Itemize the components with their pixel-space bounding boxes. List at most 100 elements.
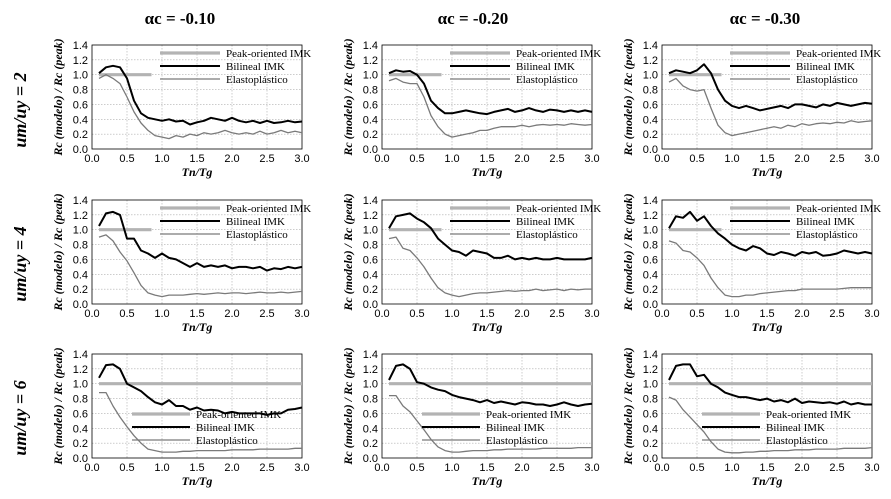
series-line-bilineal <box>668 363 872 406</box>
x-tick-label: 0.5 <box>689 308 704 320</box>
y-tick-label: 0.6 <box>643 254 658 266</box>
x-axis-label: Tn/Tg <box>182 474 213 488</box>
row-label-2: um/uy = 4 <box>10 226 30 301</box>
legend-label-elastoplastico: Elastoplástico <box>226 74 288 86</box>
series-line-bilineal <box>98 210 303 272</box>
x-tick-label: 1.0 <box>154 153 169 165</box>
x-tick-label: 1.5 <box>189 308 204 320</box>
panel-r3c1: 0.0 0.2 0.4 0.6 0.8 1.0 1.2 1.4 0.0 0.5 1.0 1.5 2.0 2… <box>51 347 310 488</box>
plot-frame <box>91 353 303 459</box>
y-tick-label: 0.0 <box>363 144 378 156</box>
x-tick-label: 0.0 <box>374 308 389 320</box>
y-tick-label: 0.6 <box>363 254 378 266</box>
x-tick-label: 2.5 <box>259 462 274 474</box>
x-tick-label: 1.5 <box>759 462 774 474</box>
legend-label-elastoplastico: Elastoplástico <box>226 229 288 241</box>
x-tick-label: 2.0 <box>514 153 529 165</box>
y-tick-label: 0.6 <box>363 408 378 420</box>
series-line-elastoplastico <box>389 394 592 453</box>
y-tick-label: 1.2 <box>73 364 88 376</box>
x-tick-label: 3.0 <box>584 462 599 474</box>
x-tick-label: 2.0 <box>794 153 809 165</box>
x-tick-label: 2.0 <box>514 308 529 320</box>
x-tick-label: 1.5 <box>479 153 494 165</box>
y-axis-label: Rc (modelo) / Rc (peak) <box>621 193 635 311</box>
y-tick-label: 1.0 <box>643 225 658 237</box>
y-tick-label: 1.4 <box>643 195 658 207</box>
y-tick-label: 0.0 <box>363 299 378 311</box>
y-tick-label: 0.6 <box>73 254 88 266</box>
y-tick-label: 0.6 <box>73 408 88 420</box>
plot-frame <box>381 199 593 305</box>
series-line-bilineal <box>668 63 873 112</box>
x-tick-label: 0.0 <box>84 153 99 165</box>
y-tick-label: 0.2 <box>363 129 378 141</box>
y-axis-label: Rc (modelo) / Rc (peak) <box>341 347 355 465</box>
y-axis-label: Rc (modelo) / Rc (peak) <box>621 347 635 465</box>
y-tick-label: 0.8 <box>643 240 658 252</box>
y-axis-label: Rc (modelo) / Rc (peak) <box>341 38 355 156</box>
y-tick-label: 0.8 <box>363 85 378 97</box>
y-tick-label: 0.8 <box>73 394 88 406</box>
y-tick-label: 1.0 <box>643 379 658 391</box>
x-tick-label: 2.0 <box>794 462 809 474</box>
x-tick-label: 1.0 <box>724 308 739 320</box>
y-tick-label: 0.8 <box>643 85 658 97</box>
y-tick-label: 0.4 <box>73 114 88 126</box>
y-tick-label: 1.2 <box>363 364 378 376</box>
y-tick-label: 1.4 <box>73 40 88 52</box>
x-tick-label: 0.0 <box>654 462 669 474</box>
x-tick-label: 2.5 <box>829 153 844 165</box>
legend-label-bilineal: Bilineal IMK <box>516 216 575 228</box>
y-tick-label: 1.4 <box>363 349 378 361</box>
x-tick-label: 3.0 <box>294 308 309 320</box>
x-tick-label: 3.0 <box>294 153 309 165</box>
y-tick-label: 0.2 <box>73 129 88 141</box>
y-tick-label: 1.0 <box>73 379 88 391</box>
plot-frame <box>661 199 873 305</box>
x-tick-label: 0.0 <box>84 308 99 320</box>
y-tick-label: 1.0 <box>73 70 88 82</box>
y-axis-label: Rc (modelo) / Rc (peak) <box>51 38 65 156</box>
y-tick-label: 1.0 <box>363 70 378 82</box>
series-line-bilineal <box>98 363 303 416</box>
legend-label-peak-oriented: Peak-oriented IMK <box>226 203 311 215</box>
y-tick-label: 1.4 <box>73 349 88 361</box>
series-line-bilineal <box>668 210 873 257</box>
legend-label-bilineal: Bilineal IMK <box>796 216 855 228</box>
legend-label-peak-oriented: Peak-oriented IMK <box>196 409 281 421</box>
x-tick-label: 1.5 <box>479 462 494 474</box>
y-tick-label: 0.6 <box>73 99 88 111</box>
legend-label-peak-oriented: Peak-oriented IMK <box>766 409 851 421</box>
x-tick-label: 0.0 <box>654 308 669 320</box>
x-tick-label: 0.5 <box>409 308 424 320</box>
y-tick-label: 1.2 <box>363 55 378 67</box>
series-line-bilineal <box>388 363 593 407</box>
y-tick-label: 0.4 <box>643 114 658 126</box>
legend-label-peak-oriented: Peak-oriented IMK <box>516 203 601 215</box>
panel-r1c3: 0.0 0.2 0.4 0.6 0.8 1.0 1.2 1.4 0.0 0.5 1.0 1.5 2.0 2… <box>621 38 881 179</box>
x-tick-label: 2.0 <box>224 308 239 320</box>
legend-label-bilineal: Bilineal IMK <box>796 61 855 73</box>
x-tick-label: 3.0 <box>294 462 309 474</box>
legend-label-bilineal: Bilineal IMK <box>226 61 285 73</box>
panel-r1c2: 0.0 0.2 0.4 0.6 0.8 1.0 1.2 1.4 0.0 0.5 1.0 1.5 2.0 2… <box>341 38 601 179</box>
y-tick-label: 0.8 <box>363 240 378 252</box>
legend-label-peak-oriented: Peak-oriented IMK <box>516 48 601 60</box>
y-tick-label: 0.4 <box>73 423 88 435</box>
legend-label-peak-oriented: Peak-oriented IMK <box>796 48 881 60</box>
series-line-elastoplastico <box>388 77 593 138</box>
series-line-elastoplastico <box>388 236 592 298</box>
x-axis-label: Tn/Tg <box>472 320 503 334</box>
panel-r3c3: 0.0 0.2 0.4 0.6 0.8 1.0 1.2 1.4 0.0 0.5 1.0 1.5 2.0 2… <box>621 347 880 488</box>
x-tick-label: 1.5 <box>189 153 204 165</box>
y-tick-label: 1.0 <box>643 70 658 82</box>
y-tick-label: 1.0 <box>363 225 378 237</box>
legend-label-bilineal: Bilineal IMK <box>766 422 825 434</box>
legend-label-bilineal: Bilineal IMK <box>226 216 285 228</box>
y-tick-label: 0.2 <box>363 438 378 450</box>
x-tick-label: 2.5 <box>829 462 844 474</box>
y-tick-label: 1.4 <box>363 195 378 207</box>
legend-label-bilineal: Bilineal IMK <box>516 61 575 73</box>
series-line-elastoplastico <box>98 234 303 298</box>
